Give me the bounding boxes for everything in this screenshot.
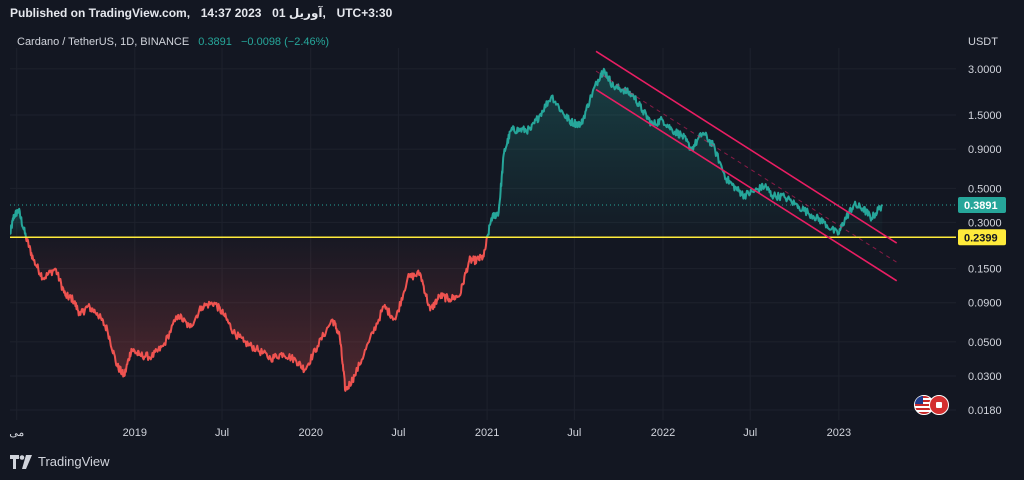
area-above-baseline (10, 208, 26, 238)
price-line-up (10, 207, 27, 238)
symbol-legend[interactable]: Cardano / TetherUS, 1D, BINANCE 0.3891 −… (17, 36, 329, 48)
published-on: Published on TradingView.com, (10, 6, 191, 20)
footer-brand: TradingView (38, 454, 110, 469)
x-tick-label: Jul (567, 427, 581, 439)
tradingview-logo-icon (10, 454, 32, 469)
x-tick-label: Jul (391, 427, 405, 439)
y-tick-label: 1.5000 (968, 110, 1002, 122)
channel-lower-line[interactable] (595, 88, 898, 282)
y-tick-label: 0.0300 (968, 371, 1002, 383)
price-lines (10, 67, 883, 392)
x-tick-label: 2021 (475, 427, 499, 439)
channel-mid-line[interactable] (595, 70, 897, 263)
symbol-name: Cardano / TetherUS, 1D, BINANCE (17, 36, 190, 48)
last-price-marker-box (958, 197, 1006, 214)
x-tick-label: 2020 (298, 427, 322, 439)
price-line-down (24, 237, 488, 392)
symbol-change: −0.0098 (−2.46%) (240, 36, 330, 48)
x-tick-label: 2019 (123, 427, 147, 439)
published-time: 14:37 2023 (200, 6, 262, 20)
area-below-baseline (25, 237, 487, 391)
x-tick-label: می (9, 427, 24, 439)
y-tick-label: 0.3000 (968, 217, 1002, 229)
x-tick-label: Jul (215, 427, 229, 439)
channel-upper-line[interactable] (595, 50, 898, 244)
descending-channel[interactable] (10, 50, 962, 282)
area-above-baseline (486, 68, 883, 238)
footer: TradingView (10, 454, 110, 469)
time-axis[interactable]: می 2019 Jul 2020 Jul 2021 Jul 2022 Jul 2023 (9, 427, 851, 439)
published-timezone: UTC+3:30 (336, 6, 393, 20)
y-tick-label: 0.1500 (968, 264, 1002, 276)
event-flag-icon[interactable] (929, 395, 949, 415)
baseline-fills (10, 68, 883, 391)
published-date: آوریل 01, (272, 6, 326, 20)
y-tick-label: 0.0900 (968, 298, 1002, 310)
support-level-marker: 0.2399 (958, 229, 1006, 246)
x-tick-label: Jul (743, 427, 757, 439)
y-tick-label: 0.0180 (968, 405, 1002, 417)
price-axis-currency: USDT (968, 36, 998, 48)
price-axis[interactable]: 3.0000 1.5000 0.9000 0.5000 0.3000 0.1500 0.09… (968, 64, 1002, 417)
y-tick-label: 0.0500 (968, 337, 1002, 349)
published-info: Published on TradingView.com, 14:37 2023… (10, 6, 392, 20)
y-tick-label: 0.9000 (968, 144, 1002, 156)
y-tick-label: 0.5000 (968, 183, 1002, 195)
y-tick-label: 3.0000 (968, 64, 1002, 76)
axis-markers: 0.3891 0.2399 (958, 197, 1006, 246)
x-tick-label: 2022 (651, 427, 675, 439)
price-line-up (485, 67, 883, 238)
support-level-marker-label: 0.2399 (964, 232, 998, 244)
x-tick-label: 2023 (827, 427, 851, 439)
last-price-marker: 0.3891 (958, 197, 1006, 214)
support-level-marker-box (958, 229, 1006, 246)
last-price-marker-label: 0.3891 (964, 200, 998, 212)
symbol-price: 0.3891 (198, 36, 232, 48)
